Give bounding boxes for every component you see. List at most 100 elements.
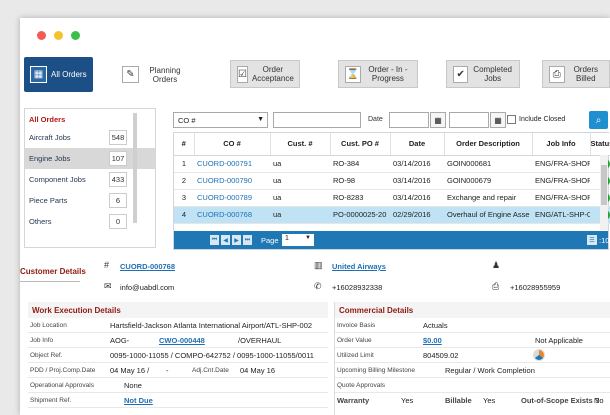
- cell-job-info: ENG/FRA-SHOP: [532, 189, 590, 207]
- work-execution-title: Work Execution Details: [28, 302, 328, 318]
- column-header[interactable]: Job Info: [532, 133, 591, 156]
- detail-label: Quote Approvals: [337, 382, 386, 389]
- tab-label: Planning Orders: [149, 65, 181, 84]
- include-closed-label: Include Closed: [519, 116, 566, 123]
- count-badge: 0: [109, 214, 127, 229]
- customer-phone: +16028932338: [332, 283, 383, 292]
- tab-order-acceptance[interactable]: ☑ Order Acceptance: [230, 60, 300, 88]
- detail-value: 0095-1000-11055 / COMPO-642752 / 0095-10…: [110, 351, 314, 360]
- column-header[interactable]: Status: [590, 133, 610, 156]
- column-header[interactable]: CO #: [194, 133, 271, 156]
- first-page-icon[interactable]: ⏮: [210, 235, 219, 245]
- order-link[interactable]: CUORD-000790: [194, 172, 270, 190]
- grid-scrollbar[interactable]: [600, 155, 608, 230]
- table-row[interactable]: 3 CUORD-000789 ua RO-8283 03/14/2016 Exc…: [174, 189, 610, 207]
- row-number: 4: [174, 206, 194, 224]
- cell-job-info: ENG/FRA-SHOP: [532, 172, 590, 190]
- detail-label: Order Value: [337, 337, 372, 344]
- count-badge: 548: [109, 130, 127, 145]
- detail-value: 04 May 16: [240, 366, 276, 375]
- table-row-selected[interactable]: 4 CUORD-000768 ua PO-0000025-20 02/29/20…: [174, 206, 610, 224]
- maximize-window-button[interactable]: [71, 31, 80, 40]
- table-header-row: # CO # Cust. # Cust. PO # Date Order Des…: [174, 133, 610, 156]
- sidebar-item-aircraft-jobs[interactable]: Aircraft Jobs 548: [25, 127, 155, 148]
- calendar-icon[interactable]: ▦: [430, 112, 446, 128]
- detail-label: Upcoming Billing Milestone: [337, 367, 416, 374]
- search-field-select[interactable]: CO # ▼: [173, 112, 268, 128]
- grid-icon: ▦: [30, 66, 47, 83]
- sidebar-item-label: Piece Parts: [29, 196, 68, 205]
- hash-icon: #: [104, 260, 110, 270]
- detail-label: Job Location: [30, 322, 67, 329]
- search-input[interactable]: [273, 112, 361, 128]
- detail-label: Operational Approvals: [30, 382, 94, 389]
- cell-description: Overhaul of Engine Asse: [444, 206, 532, 224]
- next-page-icon[interactable]: ▶: [232, 235, 241, 245]
- table-row[interactable]: 2 CUORD-000790 ua RO-98 03/14/2016 GOIN0…: [174, 172, 610, 190]
- cell-date: 03/14/2016: [390, 172, 444, 190]
- sidebar-item-piece-parts[interactable]: Piece Parts 6: [25, 190, 155, 211]
- sidebar-item-engine-jobs[interactable]: Engine Jobs 107: [25, 148, 155, 169]
- column-header[interactable]: #: [174, 133, 195, 156]
- tab-planning-orders[interactable]: ✎ Planning Orders: [122, 57, 202, 92]
- scrollbar-thumb[interactable]: [601, 165, 607, 205]
- order-link[interactable]: CUORD-000791: [194, 155, 270, 173]
- last-page-icon[interactable]: ⏭: [243, 235, 252, 245]
- search-button[interactable]: ⌕: [589, 111, 608, 129]
- orders-table: # CO # Cust. # Cust. PO # Date Order Des…: [174, 133, 610, 224]
- cell-po: RO-8283: [330, 189, 390, 207]
- order-link[interactable]: CUORD-000789: [194, 189, 270, 207]
- include-closed-checkbox[interactable]: [507, 115, 516, 124]
- customer-details-title: Customer Details: [20, 267, 86, 276]
- tab-completed-jobs[interactable]: ✔ Completed Jobs: [446, 60, 520, 88]
- cell-description: GOIN000681: [444, 155, 532, 173]
- column-header[interactable]: Date: [390, 133, 445, 156]
- tab-orders-billed[interactable]: ⎙ Orders Billed: [542, 60, 610, 88]
- calendar-icon[interactable]: ▦: [490, 112, 506, 128]
- column-header[interactable]: Cust. #: [270, 133, 331, 156]
- close-window-button[interactable]: [37, 31, 46, 40]
- detail-row: Invoice Basis Actuals: [335, 318, 610, 333]
- sidebar-scrollbar[interactable]: [133, 113, 137, 223]
- work-order-link[interactable]: CWO-000448: [159, 336, 205, 345]
- shipment-link[interactable]: Not Due: [124, 396, 153, 405]
- tab-order-in-progress[interactable]: ⌛ Order - In - Progress: [338, 60, 418, 88]
- detail-row: Quote Approvals: [335, 378, 610, 393]
- printer-icon: ⎙: [549, 65, 565, 83]
- chevron-down-icon: ▼: [257, 116, 264, 123]
- detail-label: Job Info: [30, 337, 54, 344]
- detail-value: Actuals: [423, 321, 448, 330]
- fax-icon: ⎙: [492, 281, 500, 291]
- sidebar-item-others[interactable]: Others 0: [25, 211, 155, 232]
- tab-all-orders[interactable]: ▦ All Orders: [24, 57, 93, 92]
- detail-row: Job Info AOG- CWO-000448 /OVERHAUL: [28, 333, 328, 348]
- sidebar-item-label: Aircraft Jobs: [29, 133, 71, 142]
- customer-company-link[interactable]: United Airways: [332, 262, 386, 271]
- cell-description: GOIN000679: [444, 172, 532, 190]
- page-select[interactable]: 1 ▼: [282, 234, 314, 246]
- table-row[interactable]: 1 CUORD-000791 ua RO-384 03/14/2016 GOIN…: [174, 155, 610, 173]
- date-from-input[interactable]: [389, 112, 429, 128]
- order-link[interactable]: CUORD-000768: [194, 206, 270, 224]
- sidebar-item-component-jobs[interactable]: Component Jobs 433: [25, 169, 155, 190]
- order-value-link[interactable]: $0.00: [423, 336, 442, 345]
- date-label: Date: [368, 116, 383, 123]
- detail-label: Billable: [445, 396, 472, 405]
- detail-label: Out-of-Scope Exists ?: [521, 396, 600, 405]
- cell-job-info: ENG/ATL-SHP-0: [532, 206, 590, 224]
- pie-chart-icon[interactable]: [533, 349, 545, 361]
- date-to-input[interactable]: [449, 112, 489, 128]
- column-header[interactable]: Order Description: [444, 133, 533, 156]
- detail-row: Upcoming Billing Milestone Regular / Wor…: [335, 363, 610, 378]
- tab-label: Order - In - Progress: [368, 65, 408, 83]
- prev-page-icon[interactable]: ◀: [221, 235, 230, 245]
- checkbox-icon: ☑: [237, 65, 248, 83]
- sidebar-item-label: Engine Jobs: [29, 154, 71, 163]
- customer-order-link[interactable]: CUORD-000768: [120, 262, 176, 271]
- cell-po: PO-0000025-20: [330, 206, 390, 224]
- cell-customer: ua: [270, 189, 330, 207]
- commercial-title: Commercial Details: [335, 302, 610, 318]
- minimize-window-button[interactable]: [54, 31, 63, 40]
- sidebar-title: All Orders: [29, 115, 66, 124]
- column-header[interactable]: Cust. PO #: [330, 133, 391, 156]
